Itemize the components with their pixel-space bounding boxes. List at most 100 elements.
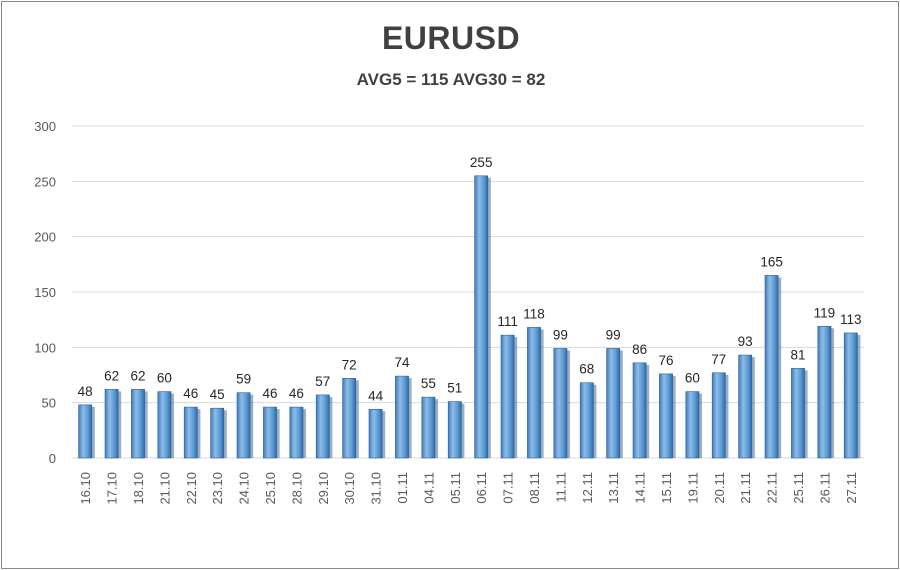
bar (342, 378, 357, 459)
bar (131, 389, 145, 459)
x-tick-label: 19.11 (685, 472, 700, 504)
data-label: 119 (814, 305, 836, 320)
bar (421, 396, 436, 459)
bar (78, 404, 93, 459)
bar (579, 382, 594, 459)
x-tick-label: 18.10 (131, 472, 146, 505)
data-label: 86 (632, 342, 647, 357)
data-label: 165 (760, 254, 783, 269)
data-label: 51 (447, 381, 462, 396)
data-label: 46 (289, 386, 304, 401)
data-label: 72 (342, 357, 357, 372)
bar (711, 372, 726, 459)
data-label: 60 (157, 371, 172, 386)
bar (738, 354, 753, 459)
y-tick-label: 100 (34, 340, 56, 355)
bar (315, 394, 330, 459)
gridlines (72, 125, 864, 459)
bar (791, 368, 805, 459)
y-tick-label: 250 (34, 174, 56, 189)
x-tick-label: 20.11 (712, 472, 727, 504)
x-tick-label: 06.11 (474, 472, 489, 504)
data-labels: 48 62 62 60 46 45 59 46 46 57 72 44 74 55 51 255 111 118 9… (78, 155, 862, 404)
data-label: 81 (790, 347, 805, 362)
data-label: 118 (523, 306, 545, 321)
data-label: 46 (262, 386, 277, 401)
x-tick-label: 27.11 (844, 472, 859, 504)
x-tick-label: 04.11 (421, 472, 436, 504)
bar (157, 391, 172, 459)
data-label: 111 (497, 314, 518, 329)
data-label: 62 (104, 368, 119, 383)
x-tick-label: 21.11 (738, 472, 753, 504)
y-axis: 0 50 100 150 200 250 300 (34, 119, 56, 466)
data-label: 76 (658, 353, 673, 368)
x-tick-label: 05.11 (448, 472, 463, 504)
x-tick-label: 25.10 (263, 472, 278, 505)
bar (843, 332, 858, 459)
data-label: 93 (738, 334, 753, 349)
y-tick-label: 200 (34, 230, 56, 245)
bar (474, 175, 489, 459)
x-tick-label: 12.11 (580, 472, 595, 504)
x-tick-label: 26.11 (817, 472, 832, 504)
data-label: 68 (579, 362, 594, 377)
bar (632, 362, 647, 459)
data-label: 48 (78, 384, 93, 399)
bar (289, 406, 304, 459)
x-tick-label: 22.10 (184, 472, 199, 505)
bar (606, 348, 621, 459)
bar (183, 406, 198, 459)
y-tick-label: 50 (42, 396, 56, 411)
y-tick-label: 150 (34, 285, 56, 300)
bars (78, 175, 861, 459)
x-axis: 16.10 17.10 18.10 21.10 22.10 23.10 24.10 25.10… (78, 472, 859, 505)
x-tick-label: 22.11 (765, 472, 780, 504)
x-tick-label: 13.11 (606, 472, 621, 504)
data-label: 113 (840, 312, 862, 327)
x-tick-label: 31.10 (369, 472, 384, 505)
x-tick-label: 23.10 (210, 472, 225, 505)
bar (263, 406, 277, 459)
y-tick-label: 0 (49, 451, 56, 466)
bar (685, 391, 700, 459)
bar (368, 409, 383, 459)
data-label: 44 (368, 388, 384, 403)
data-label: 74 (394, 355, 410, 370)
chart-title: EURUSD (381, 20, 521, 56)
x-tick-label: 16.10 (78, 472, 93, 505)
data-label: 46 (183, 386, 198, 401)
x-tick-label: 24.10 (237, 472, 252, 505)
bar (527, 327, 541, 459)
bar (500, 334, 515, 459)
x-tick-label: 01.11 (395, 472, 410, 504)
data-label: 60 (685, 371, 700, 386)
data-label: 45 (210, 387, 225, 402)
x-tick-label: 07.11 (501, 472, 516, 504)
x-tick-label: 29.10 (316, 472, 331, 505)
y-tick-label: 300 (34, 119, 56, 134)
x-tick-label: 11.11 (553, 472, 568, 503)
x-tick-label: 25.11 (791, 472, 806, 504)
x-tick-label: 30.10 (342, 472, 357, 505)
x-tick-label: 21.10 (157, 472, 172, 505)
x-tick-label: 14.11 (633, 472, 648, 504)
chart-subtitle: AVG5 = 115 AVG30 = 82 (356, 70, 546, 89)
data-label: 99 (553, 327, 568, 342)
x-tick-label: 08.11 (527, 472, 542, 504)
data-label: 77 (711, 352, 726, 367)
bar (395, 375, 409, 459)
data-label: 255 (470, 155, 493, 170)
bar (104, 389, 119, 459)
data-label: 57 (315, 374, 330, 389)
bar (447, 401, 462, 459)
data-label: 55 (421, 376, 436, 391)
bar (659, 373, 673, 459)
x-tick-label: 17.10 (105, 472, 120, 505)
data-label: 59 (236, 372, 251, 387)
x-tick-label: 15.11 (659, 472, 674, 504)
bar (553, 348, 568, 459)
bar (817, 326, 832, 459)
